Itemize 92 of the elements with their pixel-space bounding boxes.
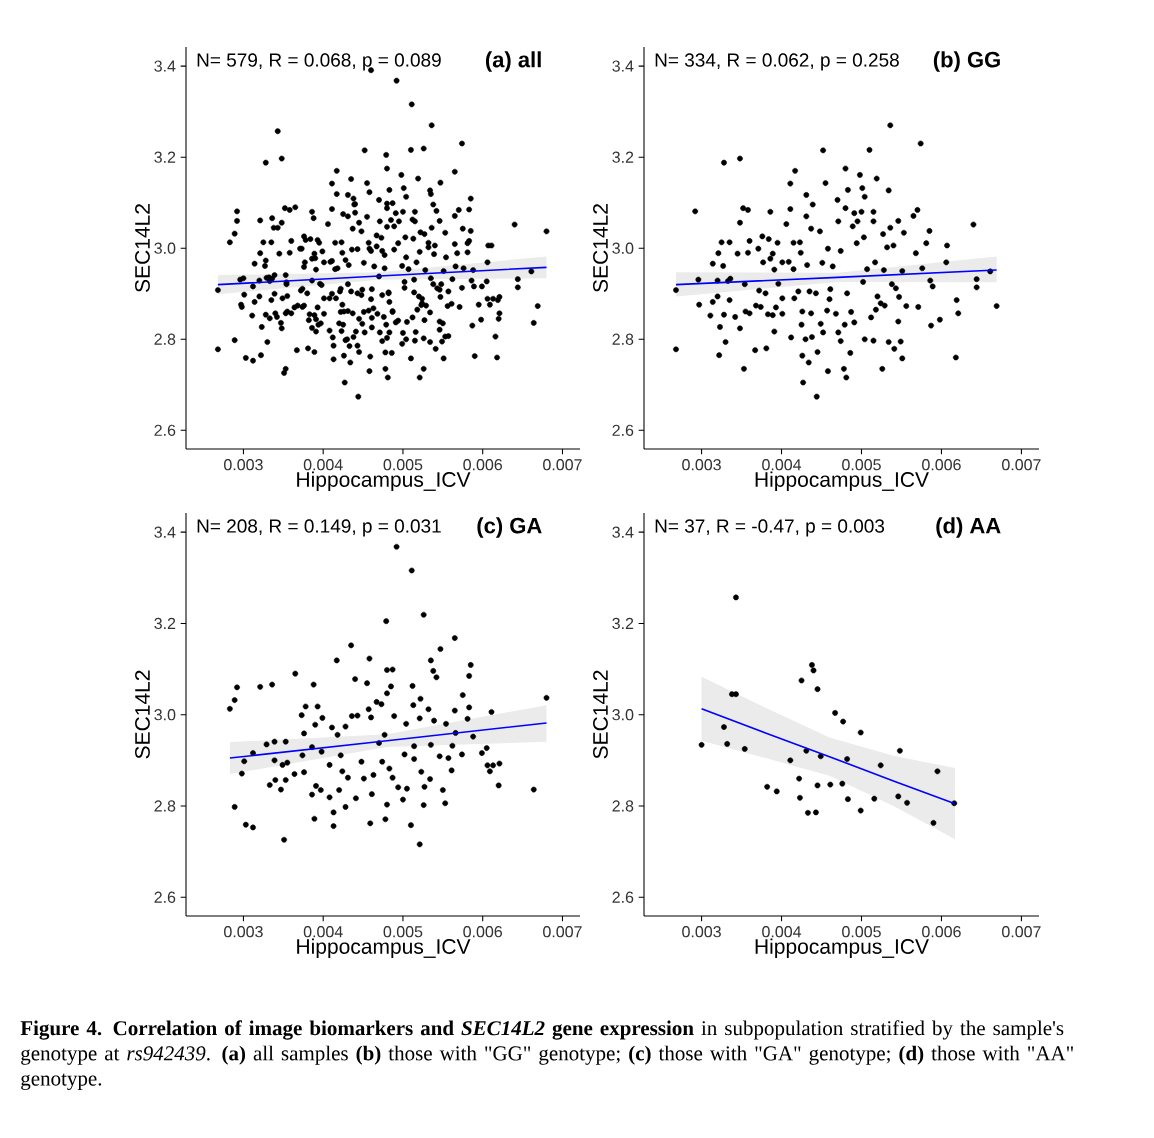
point — [773, 788, 780, 795]
point — [733, 691, 739, 698]
point — [724, 741, 731, 747]
y-tick-label: 2.8 — [154, 333, 176, 345]
y-axis-title: SEC14L2 — [593, 670, 608, 759]
y-tick-label: 3.4 — [612, 526, 634, 538]
x-tick-label: 0.003 — [224, 459, 263, 471]
y-axis-title: SEC14L2 — [135, 670, 150, 759]
point — [814, 782, 821, 789]
y-axis-title: SEC14L2 — [593, 204, 608, 292]
x-axis-title: Hippocampus_ICV — [755, 471, 929, 492]
y-tick-label: 3.4 — [154, 60, 176, 72]
chart-title: (c) GA — [477, 517, 542, 538]
x-tick-label: 0.006 — [463, 926, 503, 938]
y-tick-label: 3.4 — [612, 60, 634, 72]
point — [897, 747, 903, 754]
x-tick-label: 0.007 — [543, 459, 582, 471]
annotation: N= 334, R = 0.062, p = 0.258 — [655, 53, 899, 71]
x-tick-label: 0.007 — [1002, 926, 1041, 938]
x-tick-label: 0.006 — [463, 459, 503, 471]
y-tick-label: 2.8 — [154, 800, 176, 812]
x-tick-label: 0.005 — [383, 459, 423, 471]
y-tick-label: 3.2 — [612, 151, 634, 163]
y-tick-label: 3.0 — [154, 242, 176, 254]
y-tick-label: 3.0 — [612, 709, 634, 721]
annotation: N= 37, R = -0.47, p = 0.003 — [655, 519, 885, 537]
point — [797, 794, 803, 801]
x-tick-label: 0.007 — [1002, 459, 1041, 471]
point — [810, 667, 817, 674]
chart-title: (b) GG — [933, 51, 1000, 72]
chart-title: (d) AA — [936, 517, 1001, 538]
annotation: N= 579, R = 0.068, p = 0.089 — [197, 53, 441, 71]
y-tick-label: 2.6 — [612, 891, 634, 903]
point — [798, 677, 805, 684]
point — [733, 594, 739, 601]
point — [741, 746, 748, 752]
x-tick-label: 0.005 — [383, 926, 423, 938]
point — [805, 809, 811, 816]
point — [721, 724, 727, 730]
point — [839, 780, 846, 787]
y-tick-label: 3.2 — [154, 151, 176, 163]
y-tick-label: 3.2 — [612, 617, 634, 630]
point — [840, 718, 846, 725]
point — [877, 762, 884, 769]
point — [832, 710, 838, 716]
y-tick-label: 2.8 — [612, 800, 634, 812]
x-axis-title: Hippocampus_ICV — [755, 938, 929, 959]
x-tick-label: 0.004 — [762, 459, 802, 471]
x-tick-label: 0.007 — [543, 926, 582, 938]
point — [813, 809, 819, 816]
point — [845, 796, 851, 803]
x-axis-title: Hippocampus_ICV — [297, 471, 471, 492]
point — [904, 799, 910, 806]
y-axis-title: SEC14L2 — [135, 204, 150, 292]
chart-title: (a) all — [485, 51, 541, 72]
point — [844, 756, 850, 762]
point — [934, 768, 941, 775]
x-tick-label: 0.003 — [682, 926, 721, 938]
x-tick-label: 0.005 — [842, 926, 881, 938]
point — [857, 807, 864, 814]
x-tick-label: 0.006 — [922, 926, 961, 938]
point — [803, 747, 810, 754]
y-tick-label: 2.6 — [154, 891, 176, 903]
y-tick-label: 3.0 — [154, 709, 176, 721]
y-tick-label: 2.6 — [612, 424, 634, 436]
point — [809, 662, 815, 668]
x-tick-label: 0.004 — [762, 926, 802, 938]
annotation: N= 208, R = 0.149, p = 0.031 — [197, 519, 441, 537]
x-tick-label: 0.006 — [922, 459, 961, 471]
point — [787, 757, 794, 764]
x-tick-label: 0.005 — [842, 459, 881, 471]
line-series — [700, 707, 956, 805]
point — [698, 741, 705, 748]
point — [871, 795, 878, 802]
x-tick-label: 0.004 — [303, 926, 343, 938]
y-tick-label: 2.8 — [612, 333, 634, 345]
x-tick-label: 0.003 — [682, 459, 721, 471]
y-tick-label: 3.0 — [612, 242, 634, 254]
point — [857, 729, 864, 736]
point — [827, 781, 834, 788]
point — [930, 820, 937, 826]
point — [895, 793, 902, 800]
y-tick-label: 3.4 — [154, 526, 176, 538]
x-tick-label: 0.004 — [303, 459, 343, 471]
y-tick-label: 2.6 — [154, 424, 176, 436]
text: Figure 4. Correlation of image biomarkers and SEC14L2 gene expression in subpopulation stratified by the sample's genotype at rs942439. (a) all samples (b) those with "GG" genotype; (c) those with "GA" genotype; (d) those with "AA" genotype. — [20, 1020, 1073, 1090]
point — [764, 783, 771, 790]
point — [796, 775, 802, 782]
point — [814, 686, 821, 693]
y-tick-label: 3.2 — [154, 617, 176, 630]
x-tick-label: 0.003 — [224, 926, 263, 938]
x-axis-title: Hippocampus_ICV — [297, 938, 471, 959]
